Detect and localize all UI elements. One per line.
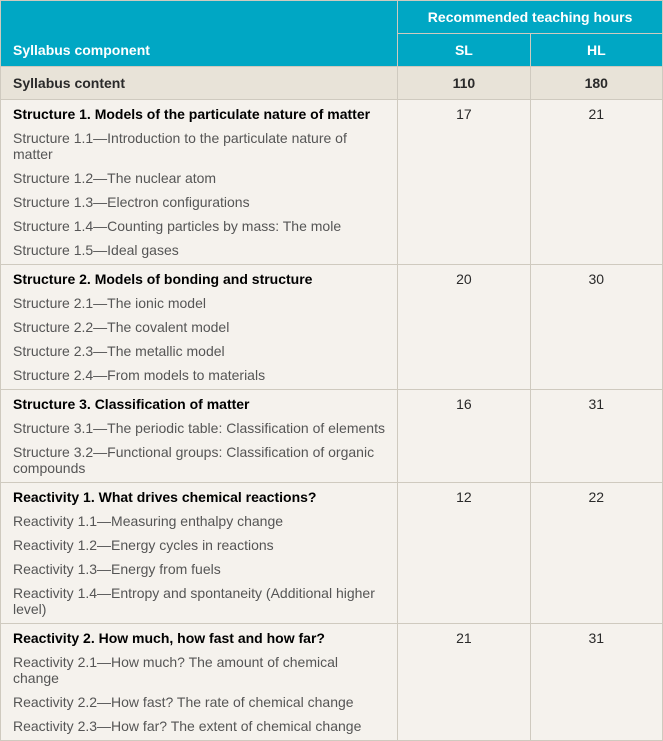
subsection-sl [398, 190, 530, 214]
section-title: Structure 1. Models of the particulate n… [1, 100, 398, 127]
subsection-hl [530, 714, 662, 741]
subsection-sl [398, 581, 530, 624]
subsection-sl [398, 126, 530, 166]
subsection-sl [398, 166, 530, 190]
section-hl: 30 [530, 265, 662, 292]
subsection-hl [530, 581, 662, 624]
subsection-hl [530, 126, 662, 166]
subsection-sl [398, 557, 530, 581]
subsection-label: Reactivity 1.4—Entropy and spontaneity (… [1, 581, 398, 624]
subsection-label: Structure 3.1—The periodic table: Classi… [1, 416, 398, 440]
subsection-sl [398, 440, 530, 483]
subsection-hl [530, 557, 662, 581]
subsection-label: Reactivity 2.3—How far? The extent of ch… [1, 714, 398, 741]
subsection-label: Structure 3.2—Functional groups: Classif… [1, 440, 398, 483]
subsection-label: Structure 2.4—From models to materials [1, 363, 398, 390]
section-title: Structure 2. Models of bonding and struc… [1, 265, 398, 292]
section-sl: 20 [398, 265, 530, 292]
subsection-label: Structure 1.5—Ideal gases [1, 238, 398, 265]
subsection-sl [398, 650, 530, 690]
section-title: Reactivity 2. How much, how fast and how… [1, 624, 398, 651]
subsection-hl [530, 238, 662, 265]
header-hl: HL [530, 34, 662, 67]
subsection-hl [530, 315, 662, 339]
section-sl: 17 [398, 100, 530, 127]
subsection-label: Structure 1.2—The nuclear atom [1, 166, 398, 190]
subsection-hl [530, 363, 662, 390]
summary-sl: 110 [398, 67, 530, 100]
subsection-sl [398, 690, 530, 714]
section-hl: 31 [530, 624, 662, 651]
subsection-label: Reactivity 1.3—Energy from fuels [1, 557, 398, 581]
summary-label: Syllabus content [1, 67, 398, 100]
header-recommended-hours: Recommended teaching hours [398, 1, 663, 34]
subsection-label: Reactivity 2.2—How fast? The rate of che… [1, 690, 398, 714]
subsection-label: Structure 2.2—The covalent model [1, 315, 398, 339]
subsection-hl [530, 440, 662, 483]
subsection-label: Structure 1.1—Introduction to the partic… [1, 126, 398, 166]
subsection-hl [530, 291, 662, 315]
subsection-sl [398, 714, 530, 741]
subsection-hl [530, 650, 662, 690]
subsection-hl [530, 190, 662, 214]
subsection-hl [530, 533, 662, 557]
section-hl: 21 [530, 100, 662, 127]
subsection-hl [530, 214, 662, 238]
subsection-sl [398, 214, 530, 238]
subsection-label: Reactivity 1.1—Measuring enthalpy change [1, 509, 398, 533]
subsection-hl [530, 339, 662, 363]
section-sl: 12 [398, 483, 530, 510]
section-title: Reactivity 1. What drives chemical react… [1, 483, 398, 510]
section-sl: 21 [398, 624, 530, 651]
subsection-sl [398, 416, 530, 440]
subsection-label: Structure 2.1—The ionic model [1, 291, 398, 315]
subsection-label: Structure 1.3—Electron configurations [1, 190, 398, 214]
subsection-hl [530, 166, 662, 190]
section-title: Structure 3. Classification of matter [1, 390, 398, 417]
section-sl: 16 [398, 390, 530, 417]
subsection-label: Reactivity 2.1—How much? The amount of c… [1, 650, 398, 690]
section-hl: 22 [530, 483, 662, 510]
subsection-hl [530, 509, 662, 533]
subsection-label: Structure 2.3—The metallic model [1, 339, 398, 363]
syllabus-table: Syllabus component Recommended teaching … [0, 0, 663, 741]
summary-hl: 180 [530, 67, 662, 100]
subsection-label: Structure 1.4—Counting particles by mass… [1, 214, 398, 238]
subsection-sl [398, 533, 530, 557]
subsection-sl [398, 339, 530, 363]
section-hl: 31 [530, 390, 662, 417]
subsection-sl [398, 291, 530, 315]
subsection-sl [398, 238, 530, 265]
subsection-sl [398, 315, 530, 339]
subsection-sl [398, 363, 530, 390]
subsection-label: Reactivity 1.2—Energy cycles in reaction… [1, 533, 398, 557]
subsection-sl [398, 509, 530, 533]
header-syllabus-component: Syllabus component [1, 1, 398, 67]
header-sl: SL [398, 34, 530, 67]
subsection-hl [530, 416, 662, 440]
subsection-hl [530, 690, 662, 714]
